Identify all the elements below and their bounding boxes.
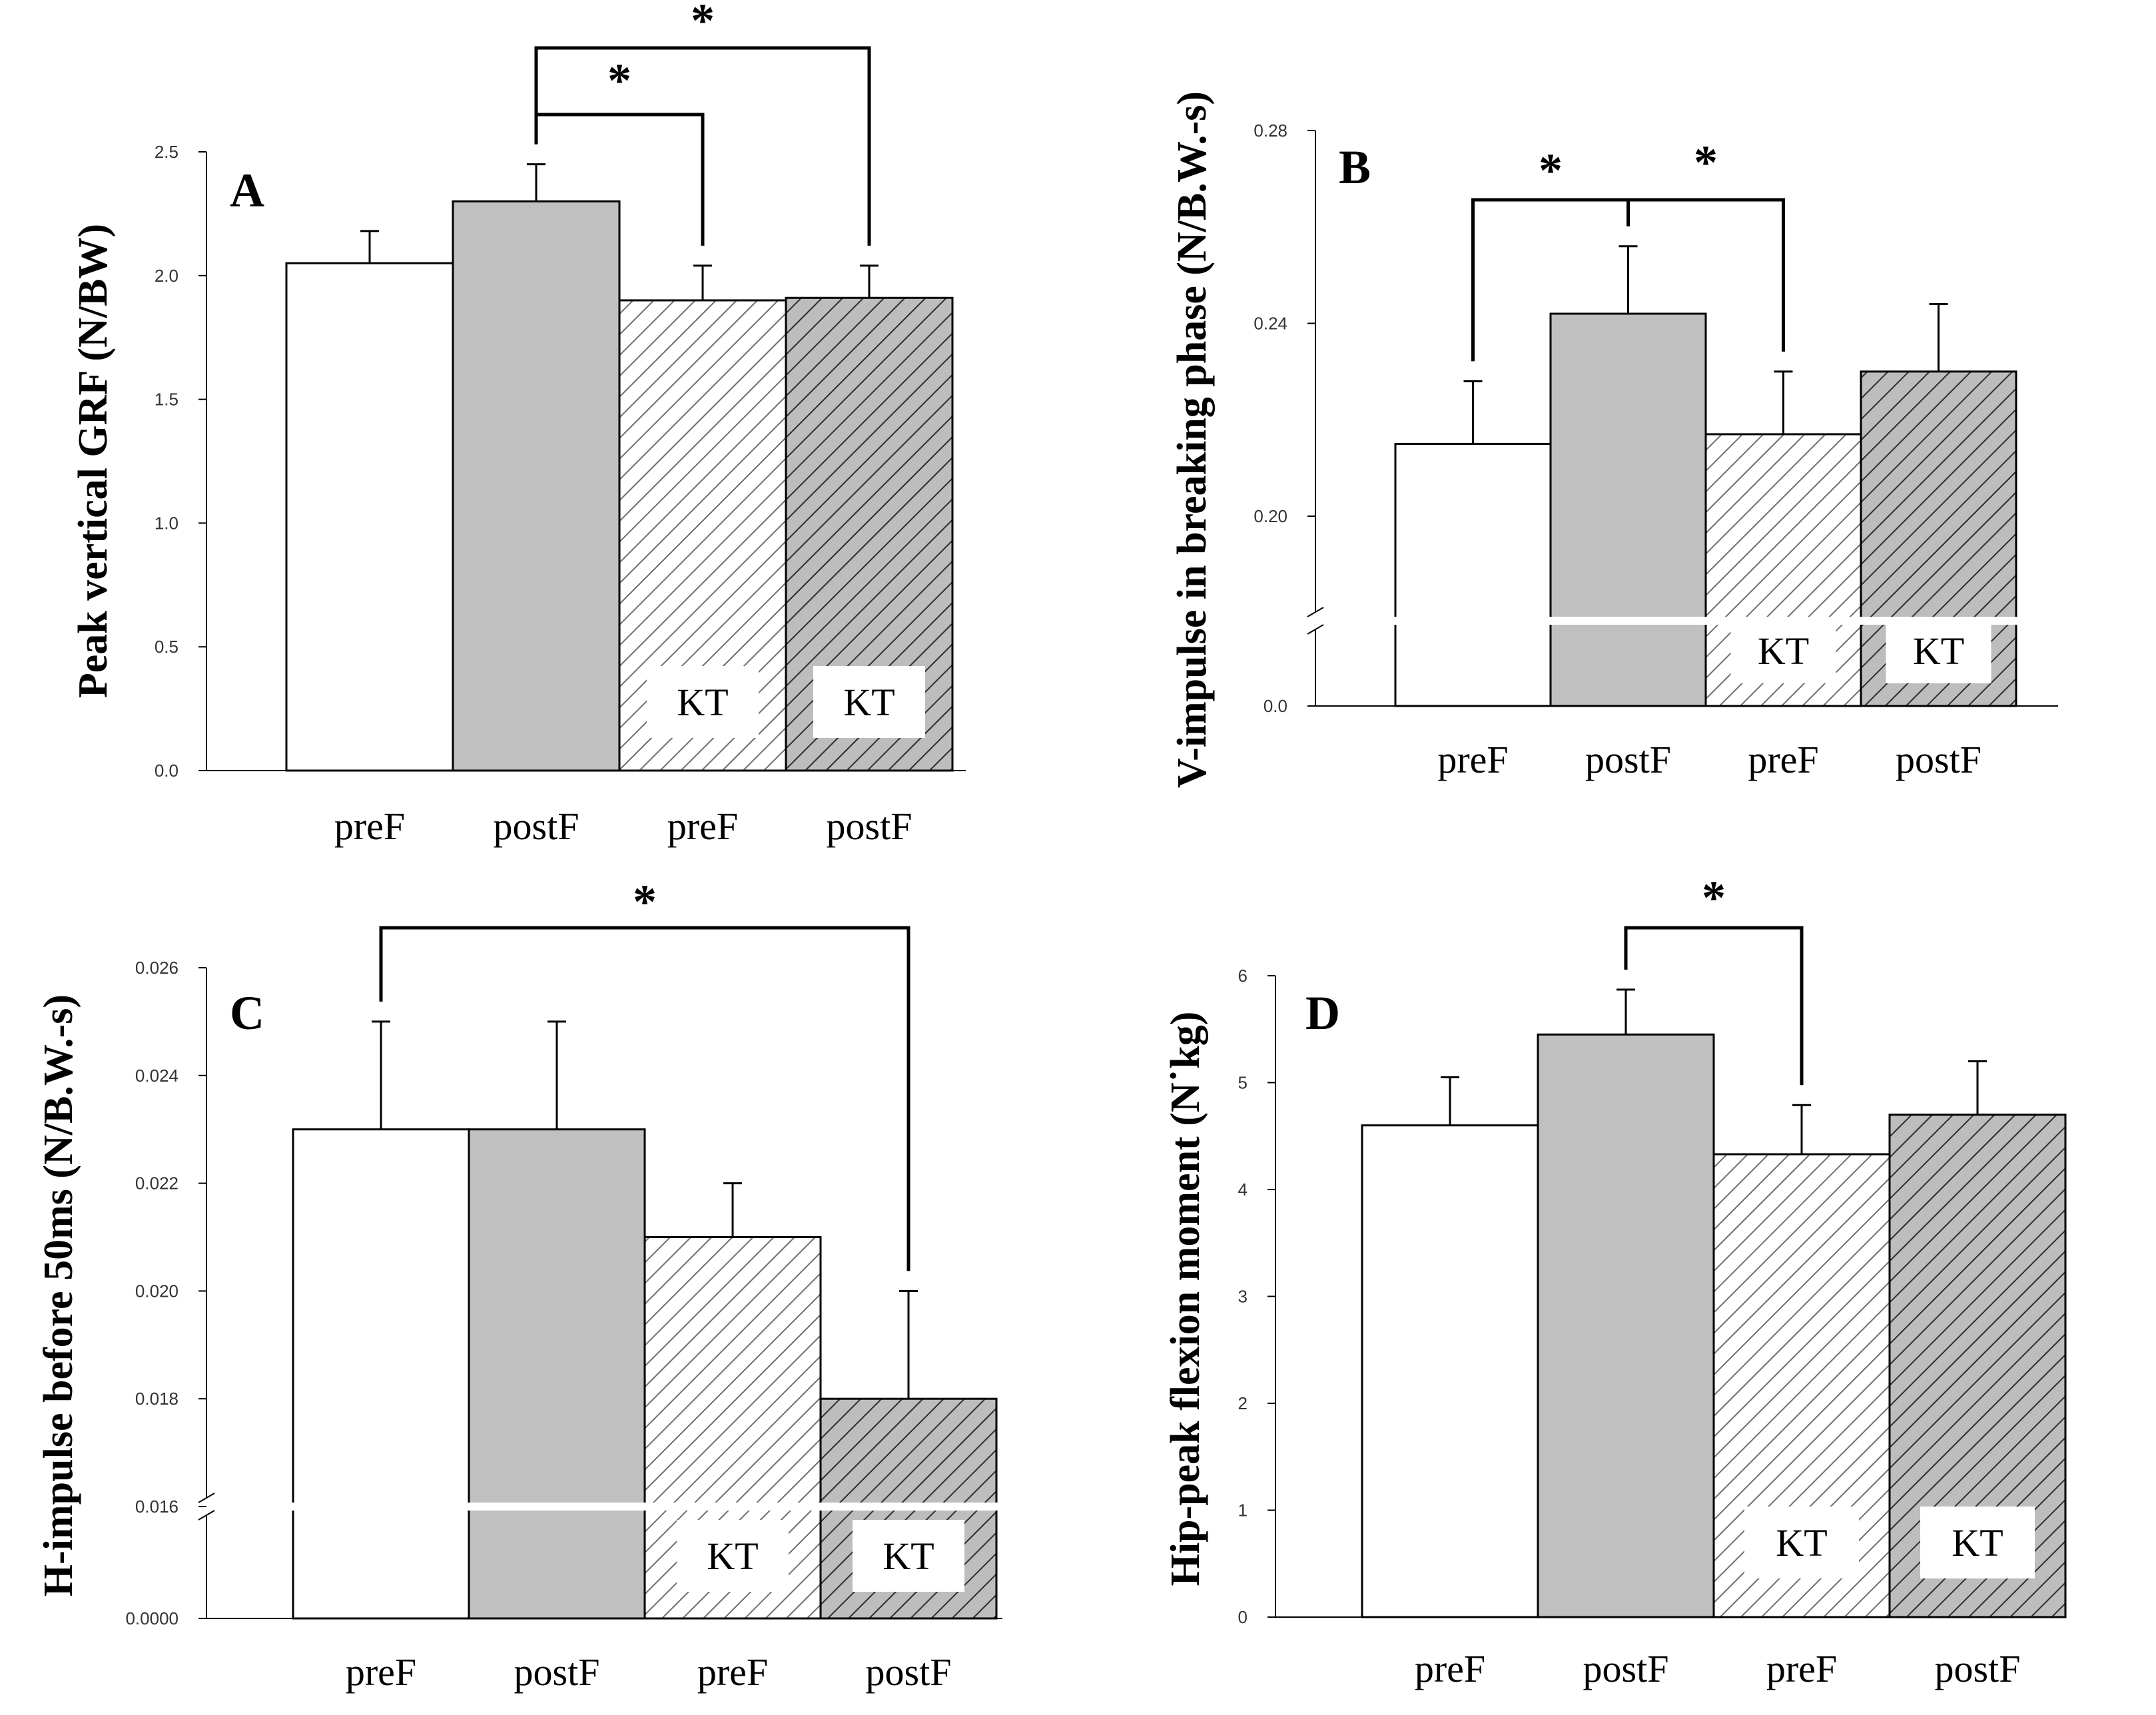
kt-label-box [853, 1520, 964, 1592]
kt-label-box [677, 1520, 789, 1592]
x-category-label: preF [1415, 1647, 1485, 1690]
kt-label: KT [1758, 629, 1809, 673]
significance-star: * [1702, 871, 1726, 924]
significance-bracket [534, 46, 871, 246]
x-category-label: postF [866, 1650, 952, 1694]
y-tick-label: 3 [1238, 1287, 1248, 1307]
axis-break-mark [1307, 607, 1324, 635]
kt-label: KT [843, 681, 895, 724]
y-axis-label: Peak vertical GRF (N/BW) [71, 224, 116, 698]
y-tick-label: 0.026 [135, 958, 179, 978]
x-category-label: preF [1748, 738, 1818, 781]
bar-1 [292, 1128, 470, 1620]
significance-star: * [1539, 144, 1563, 197]
y-tick-label: 0.0 [155, 761, 179, 781]
panel-letter: A [230, 164, 264, 217]
panel-letter: D [1305, 986, 1340, 1040]
panel-B: B V-impulse in breaking phase (N/B.W.-s) K… [1170, 91, 2058, 788]
y-tick-label: 2.5 [155, 142, 179, 162]
significance-bracket [1626, 198, 1785, 352]
x-category-label: postF [1585, 738, 1671, 781]
significance-star: * [691, 0, 715, 47]
kt-label: KT [1952, 1521, 2003, 1564]
x-category-label: postF [1935, 1647, 2021, 1690]
kt-label: KT [677, 681, 728, 724]
significance-star: * [633, 875, 657, 928]
y-tick-label: 0.0 [1263, 696, 1287, 716]
kt-label: KT [707, 1535, 758, 1578]
kt-label-box [813, 666, 925, 738]
x-category-label: postF [514, 1650, 600, 1694]
x-category-label: preF [334, 805, 405, 848]
kt-label: KT [1913, 629, 1964, 673]
panel-A: A Peak vertical GRF (N/BW) KT KT 0.0 0.5 1.0 1.… [71, 0, 966, 848]
y-tick-label: 2 [1238, 1393, 1248, 1413]
kt-label: KT [1776, 1521, 1827, 1564]
y-tick-label: 0.0000 [125, 1608, 179, 1628]
y-axis-label: Hip-peak flexion moment (N˙kg) [1163, 1012, 1208, 1586]
y-axis-label: H-impulse before 50ms (N/B.W.-s) [36, 994, 81, 1596]
axis-break-mark [198, 1493, 215, 1521]
axis-break-gap [1391, 617, 2020, 625]
kt-label-box [1920, 1507, 2035, 1578]
kt-label: KT [883, 1535, 934, 1578]
y-tick-label: 0.24 [1254, 314, 1287, 334]
y-tick-label: 0.024 [135, 1066, 179, 1086]
y-tick-label: 2.0 [155, 266, 179, 286]
y-tick-label: 0.20 [1254, 506, 1287, 526]
x-category-label: postF [1583, 1647, 1669, 1690]
y-tick-label: 1 [1238, 1501, 1248, 1521]
kt-label-box [647, 666, 759, 738]
axis-break-gap [289, 1503, 1000, 1511]
x-category-label: preF [1766, 1647, 1837, 1690]
x-category-label: preF [697, 1650, 768, 1694]
significance-star: * [607, 54, 631, 107]
x-category-label: preF [346, 1650, 416, 1694]
x-category-label: postF [827, 805, 912, 848]
y-axis-label: V-impulse in breaking phase (N/B.W.-s) [1170, 91, 1215, 788]
kt-label-box [1744, 1507, 1859, 1578]
bar-2 [1549, 312, 1707, 707]
panel-C: C H-impulse before 50ms (N/B.W.-s) KT KT 0.0… [36, 875, 1002, 1694]
y-tick-label: 0.022 [135, 1174, 179, 1194]
y-tick-label: 1.0 [155, 513, 179, 533]
x-category-label: postF [494, 805, 579, 848]
significance-bracket [1624, 926, 1804, 1086]
y-tick-label: 0.018 [135, 1389, 179, 1409]
y-tick-label: 6 [1238, 966, 1248, 986]
y-tick-label: 0.5 [155, 637, 179, 657]
significance-bracket [379, 926, 910, 1271]
x-category-label: preF [667, 805, 738, 848]
y-tick-label: 5 [1238, 1073, 1248, 1093]
panel-letter: B [1339, 141, 1371, 194]
x-category-label: preF [1437, 738, 1508, 781]
bar-2 [452, 200, 621, 772]
y-tick-label: 0 [1238, 1607, 1248, 1627]
bar-1 [1361, 1124, 1539, 1618]
y-tick-label: 0.28 [1254, 121, 1287, 141]
bar-2 [468, 1128, 646, 1620]
bar-1 [1394, 442, 1552, 707]
kt-label-box [1730, 618, 1836, 683]
panel-letter: C [230, 986, 264, 1040]
kt-label-box [1886, 618, 1991, 683]
y-tick-label: 0.020 [135, 1281, 179, 1301]
x-category-label: postF [1896, 738, 1981, 781]
y-tick-label: 1.5 [155, 390, 179, 410]
bar-2 [1537, 1033, 1715, 1618]
y-tick-label: 4 [1238, 1180, 1248, 1200]
y-tick-label: 0.016 [135, 1497, 179, 1517]
bar-1 [285, 262, 454, 772]
panel-D: D Hip-peak flexion moment (N˙kg) KT KT 0 1 2 3 4… [1163, 871, 2067, 1690]
significance-star: * [1694, 136, 1718, 189]
